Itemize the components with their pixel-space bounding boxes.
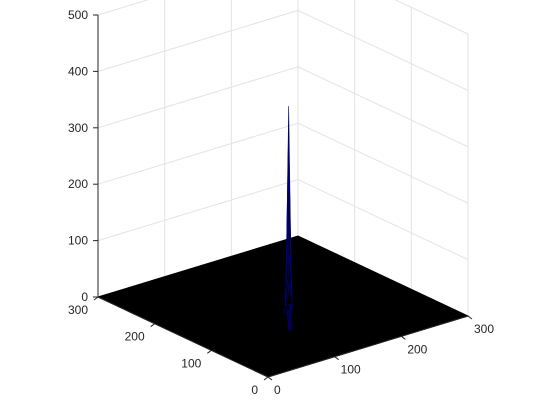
back-wall-grid-line: [97, 9, 299, 72]
surface-edge-mark: [287, 323, 292, 328]
surface: [96, 106, 470, 378]
surface-edge-mark: [286, 313, 292, 317]
surface-edge-mark: [286, 311, 292, 316]
y-tick: [263, 376, 269, 381]
surface-peak-facet: [286, 281, 294, 305]
x-tick-label: 100: [341, 363, 361, 377]
back-wall-grid-line: [97, 122, 299, 185]
z-tick-label: 200: [68, 177, 88, 191]
y-tick-label: 300: [68, 303, 88, 317]
x-tick-label: 0: [274, 383, 281, 397]
back-wall-grid-line: [97, 179, 299, 242]
back-wall-grid-line: [97, 0, 149, 16]
surface-edge-mark: [286, 314, 292, 319]
side-wall-grid-line: [297, 9, 469, 91]
y-tick: [207, 349, 212, 354]
y-tick: [150, 323, 155, 328]
surface-edge-mark: [286, 316, 292, 320]
x-tick-label: 300: [474, 322, 494, 336]
side-wall-grid-line: [297, 122, 469, 204]
surface-edge-mark: [287, 320, 292, 325]
z-tick-label: 0: [81, 290, 88, 304]
z-tick-label: 300: [68, 121, 88, 135]
surface-edge-mark: [286, 310, 292, 314]
x-axis-line: [267, 315, 469, 378]
z-tick-label: 500: [68, 8, 88, 22]
surface-edge-mark: [287, 322, 292, 326]
y-tick-label: 200: [125, 330, 145, 344]
y-tick-label: 0: [251, 383, 258, 397]
surface-edge-mark: [287, 327, 293, 332]
x-tick: [334, 356, 339, 361]
side-wall-grid-line: [297, 66, 469, 148]
surface-edge-mark: [287, 319, 292, 323]
x-tick: [267, 376, 273, 381]
x-tick: [467, 315, 473, 320]
surface-edge-mark: [287, 325, 293, 329]
y-tick-label: 100: [181, 356, 201, 370]
x-tick-label: 200: [407, 342, 427, 356]
side-wall-grid-line: [394, 0, 469, 35]
surface-edge-mark: [287, 317, 292, 322]
x-tick: [401, 335, 406, 340]
back-wall-grid-line: [97, 66, 299, 129]
z-tick-label: 400: [68, 64, 88, 78]
axes: [93, 14, 473, 381]
surface-edge-mark: [287, 326, 293, 331]
side-wall-grid-line: [297, 179, 469, 261]
surface-edge-mark: [286, 308, 291, 313]
y-axis-line: [97, 296, 269, 378]
z-tick-label: 100: [68, 234, 88, 248]
